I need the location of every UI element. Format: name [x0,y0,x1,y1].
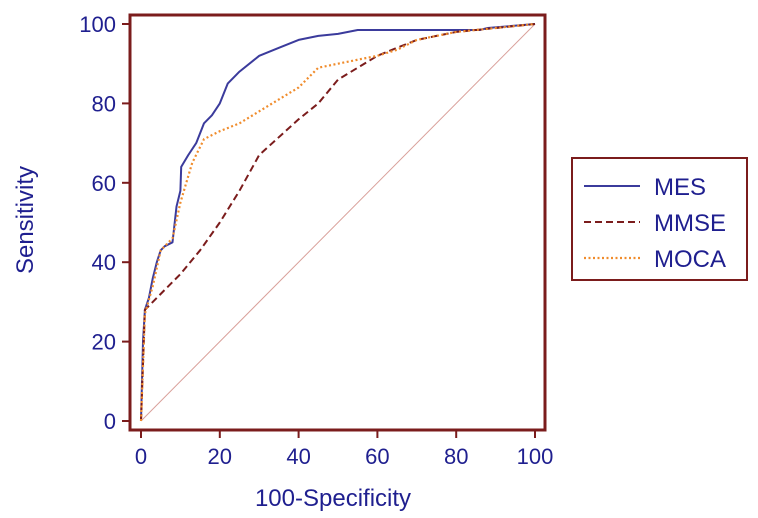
x-tick-label-20: 20 [208,444,232,469]
x-tick-label-80: 80 [444,444,468,469]
series-line-mmse [140,23,536,422]
y-tick-label-100: 100 [79,12,116,37]
series-line-moca [139,22,536,422]
legend-label-moca: MOCA [654,246,726,273]
legend-box [571,157,748,281]
y-tick-label-60: 60 [92,171,116,196]
plot-area [139,22,536,422]
legend-label-mmse: MMSE [654,210,726,237]
x-tick-label-0: 0 [135,444,147,469]
reference-diagonal-line [140,23,536,422]
x-axis-title: 100-Specificity [255,485,411,512]
plot-frame [128,13,547,432]
y-tick-label-0: 0 [104,409,116,434]
y-axis-title: Sensitivity [12,166,39,274]
y-tick-label-80: 80 [92,91,116,116]
x-tick-label-60: 60 [365,444,389,469]
y-tick-label-20: 20 [92,330,116,355]
legend-label-mes: MES [654,174,706,201]
x-tick-label-40: 40 [286,444,310,469]
axes: 0 20 40 60 80 100 0 20 40 60 80 100 [79,12,553,469]
x-tick-label-100: 100 [517,444,554,469]
legend: MES MMSE MOCA [571,157,748,281]
y-tick-label-40: 40 [92,250,116,275]
